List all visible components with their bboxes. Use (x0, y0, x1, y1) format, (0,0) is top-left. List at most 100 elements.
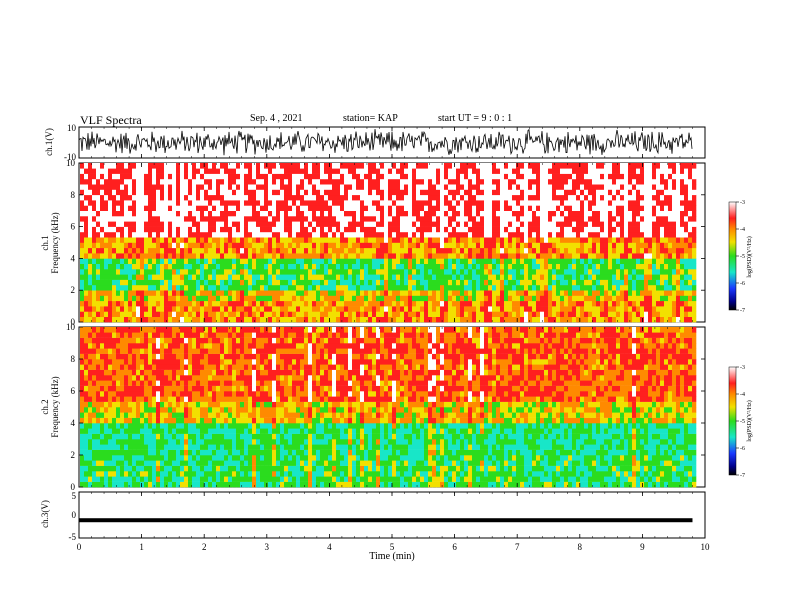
spectrogram-cell (228, 168, 233, 174)
spectrogram-cell (476, 178, 481, 185)
spectrogram-cell (188, 189, 193, 196)
spectrogram-cell (540, 189, 545, 196)
spectrogram-cell (620, 168, 625, 174)
spectrogram-cell (548, 290, 553, 296)
spectrogram-cell (588, 163, 593, 169)
spectrogram-cell (508, 284, 513, 291)
spectrogram-cell (116, 295, 121, 302)
spectrogram-cell (260, 290, 265, 296)
spectrogram-cell (456, 311, 461, 317)
spectrogram-cell (572, 178, 577, 185)
spectrogram-cell (124, 269, 129, 275)
spectrogram-cell (372, 263, 377, 270)
spectrogram-cell (280, 269, 285, 275)
spectrogram-cell (256, 311, 261, 317)
spectrogram-cell (96, 337, 101, 344)
spectrogram-cell (624, 263, 629, 270)
spectrogram-cell (484, 205, 489, 211)
spectrogram-cell (96, 327, 101, 333)
spectrogram-cell (636, 258, 641, 264)
spectrogram-cell (216, 306, 221, 312)
spectrogram-cell (444, 300, 449, 307)
spectrogram-cell (424, 178, 429, 185)
spectrogram-cell (388, 205, 393, 211)
spectrogram-cell (132, 263, 137, 270)
spectrogram-cell (260, 184, 265, 190)
spectrogram-cell (532, 311, 537, 317)
spectrogram-cell (420, 253, 425, 259)
spectrogram-cell (344, 247, 349, 254)
spectrogram-cell (456, 242, 461, 249)
spectrogram-cell (448, 311, 453, 317)
spectrogram-cell (288, 200, 293, 206)
spectrogram-cell (692, 306, 697, 312)
spectrogram-cell (616, 168, 621, 174)
spectrogram-cell (400, 194, 405, 201)
spectrogram-cell (264, 263, 269, 270)
spectrogram-cell (460, 242, 465, 249)
spectrogram-cell (320, 200, 325, 206)
spectrogram-cell (452, 226, 457, 233)
spectrogram-cell (116, 407, 121, 413)
spectrogram-cell (200, 274, 205, 280)
spectrogram-cell (316, 279, 321, 286)
spectrogram-cell (284, 189, 289, 196)
spectrogram-cell (480, 311, 485, 317)
spectrogram-cell (112, 231, 117, 238)
spectrogram-cell (164, 178, 169, 185)
spectrogram-cell (668, 189, 673, 196)
spectrogram-cell (308, 216, 313, 222)
spectrogram-cell (524, 221, 529, 227)
spectrogram-cell (188, 163, 193, 169)
spectrogram-cell (160, 263, 165, 270)
spectrogram-cell (576, 221, 581, 227)
spectrogram-cell (228, 247, 233, 254)
spectrogram-cell (556, 258, 561, 264)
spectrogram-cell (280, 279, 285, 286)
spectrogram-cell (228, 290, 233, 296)
spectrogram-cell (636, 200, 641, 206)
spectrogram-cell (104, 231, 109, 238)
spectrogram-cell (212, 168, 217, 174)
spectrogram-cell (312, 237, 317, 243)
spectrogram-cell (548, 194, 553, 201)
spectrogram-cell (324, 168, 329, 174)
spectrogram-cell (372, 242, 377, 249)
spectrogram-cell (344, 300, 349, 307)
spectrogram-cell (372, 237, 377, 243)
spectrogram-cell (588, 284, 593, 291)
spectrogram-cell (512, 168, 517, 174)
spectrogram-cell (552, 163, 557, 169)
spectrogram-cell (104, 306, 109, 312)
spectrogram-cell (400, 189, 405, 196)
spectrogram-cell (520, 231, 525, 238)
spectrogram-cell (532, 279, 537, 286)
spectrogram-cell (680, 210, 685, 217)
spectrogram-cell (168, 216, 173, 222)
spectrogram-cell (580, 247, 585, 254)
spectrogram-cell (460, 200, 465, 206)
spectrogram-cell (668, 253, 673, 259)
spectrogram-cell (324, 316, 329, 323)
spectrogram-cell (272, 216, 277, 222)
spectrogram-cell (108, 221, 113, 227)
spectrogram-cell (364, 300, 369, 307)
spectrogram-cell (196, 210, 201, 217)
spectrogram-cell (148, 237, 153, 243)
spectrogram-cell (312, 247, 317, 254)
spectrogram-cell (352, 189, 357, 196)
spectrogram-cell (260, 210, 265, 217)
spectrogram-cell (268, 168, 273, 174)
spectrogram-cell (280, 200, 285, 206)
spectrogram-cell (496, 210, 501, 217)
spectrogram-cell (472, 221, 477, 227)
spectrogram-cell (516, 316, 521, 323)
spectrogram-cell (120, 353, 125, 360)
spectrogram-cell (208, 231, 213, 238)
spectrogram-cell (148, 279, 153, 286)
spectrogram-cell (116, 444, 121, 450)
spectrogram-cell (184, 242, 189, 249)
spectrogram-cell (288, 189, 293, 196)
spectrogram-cell (620, 263, 625, 270)
spectrogram-cell (88, 237, 93, 243)
